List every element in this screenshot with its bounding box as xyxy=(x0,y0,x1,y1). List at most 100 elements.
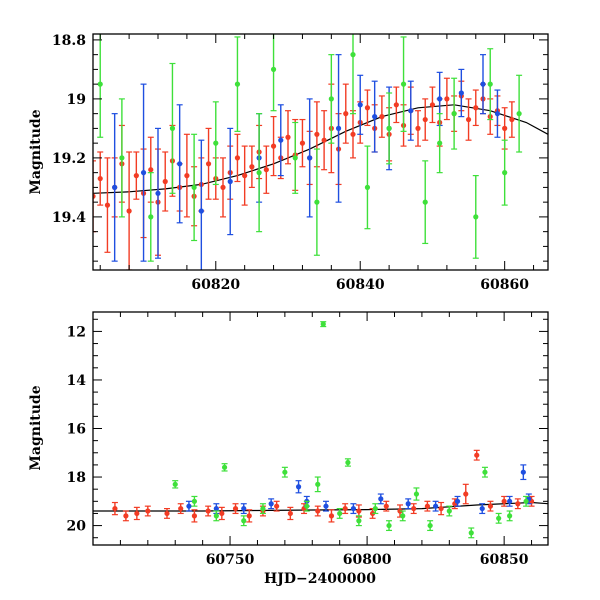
data-point xyxy=(112,505,118,512)
data-point xyxy=(516,111,522,117)
top-model-curve xyxy=(93,104,548,194)
data-point xyxy=(383,503,389,509)
top-plot-frame xyxy=(92,33,549,271)
data-point xyxy=(172,481,178,487)
data-point xyxy=(356,518,362,524)
data-point xyxy=(282,469,288,475)
y-tick-label: 12 xyxy=(67,324,86,340)
data-point xyxy=(446,508,452,514)
y-tick-label: 16 xyxy=(67,422,86,438)
data-point xyxy=(345,459,351,466)
y-tick-label: 19 xyxy=(67,92,86,108)
data-point xyxy=(444,96,450,102)
data-point xyxy=(413,491,420,497)
x-tick-label: 60820 xyxy=(191,277,240,293)
data-point xyxy=(205,508,211,514)
data-point xyxy=(463,491,469,497)
bottom-panel: 60750 60800 60850 12 14 16 18 20 Magnitude HJD−… xyxy=(28,311,549,587)
top-y-axis-label: Magnitude xyxy=(28,109,44,194)
data-point xyxy=(191,513,198,519)
data-point xyxy=(97,175,103,182)
top-panel: 60820 60840 60860 18.8 19 19.2 19.4 Magnitude xyxy=(28,33,549,293)
data-point xyxy=(315,481,321,487)
data-point xyxy=(246,513,252,519)
data-point xyxy=(372,505,378,512)
data-point xyxy=(379,114,385,120)
data-point xyxy=(314,131,320,137)
data-point xyxy=(328,513,335,519)
data-point xyxy=(393,102,399,108)
data-point xyxy=(350,52,356,58)
data-point xyxy=(458,90,464,96)
x-tick-label: 60750 xyxy=(206,552,255,568)
data-point xyxy=(162,178,168,185)
data-point xyxy=(408,108,414,114)
data-point xyxy=(191,184,197,190)
data-point xyxy=(287,510,293,517)
data-point xyxy=(507,498,513,504)
data-point xyxy=(507,513,513,519)
data-point xyxy=(502,125,508,131)
data-point xyxy=(474,452,480,458)
data-point xyxy=(268,501,274,507)
data-point xyxy=(357,102,363,108)
data-point xyxy=(220,184,226,190)
data-point xyxy=(405,501,411,507)
data-point xyxy=(494,111,501,117)
data-point xyxy=(424,503,430,509)
data-point xyxy=(411,505,417,512)
data-point xyxy=(415,125,421,131)
data-point xyxy=(292,155,298,161)
data-point xyxy=(249,164,255,170)
top-series-blue xyxy=(111,54,501,270)
data-point xyxy=(342,505,348,512)
data-point xyxy=(263,167,269,173)
data-point xyxy=(260,505,266,512)
data-point xyxy=(242,173,248,179)
data-point xyxy=(465,116,472,123)
data-point xyxy=(320,321,326,327)
y-tick-label: 18.8 xyxy=(52,33,86,49)
data-point xyxy=(213,505,219,512)
data-point xyxy=(241,505,247,512)
data-point xyxy=(468,530,474,536)
data-point xyxy=(270,66,277,72)
top-series-red xyxy=(93,77,515,270)
data-point xyxy=(241,518,247,524)
data-point xyxy=(437,96,443,102)
data-point xyxy=(186,503,192,509)
data-point xyxy=(133,173,139,179)
x-tick-label: 60850 xyxy=(480,552,529,568)
data-point xyxy=(178,505,184,512)
data-point xyxy=(429,102,436,108)
data-point xyxy=(205,161,212,167)
data-point xyxy=(427,522,433,529)
x-tick-label: 60860 xyxy=(480,277,529,293)
x-tick-label: 60840 xyxy=(336,277,385,293)
data-point xyxy=(227,178,233,185)
data-point xyxy=(509,116,515,123)
data-point xyxy=(323,503,329,509)
data-point xyxy=(502,170,508,176)
data-point xyxy=(356,508,362,514)
data-point xyxy=(256,170,262,176)
data-point xyxy=(314,199,320,205)
data-point xyxy=(520,469,526,475)
data-point xyxy=(482,469,488,475)
data-point xyxy=(480,81,486,87)
data-point xyxy=(126,208,132,214)
data-point xyxy=(515,501,521,507)
data-point xyxy=(343,111,349,117)
y-tick-label: 18 xyxy=(67,470,86,486)
data-point xyxy=(232,505,239,512)
data-point xyxy=(454,498,461,504)
data-point xyxy=(234,155,241,161)
data-point xyxy=(501,498,507,504)
data-point xyxy=(234,81,241,87)
data-point xyxy=(307,155,313,161)
data-point xyxy=(155,190,161,196)
data-point xyxy=(438,505,444,512)
data-point xyxy=(270,143,277,149)
y-tick-label: 19.2 xyxy=(52,151,86,167)
